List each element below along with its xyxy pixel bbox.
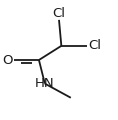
Text: Cl: Cl (53, 7, 65, 20)
Text: O: O (2, 54, 13, 66)
Text: Cl: Cl (88, 39, 101, 52)
Text: HN: HN (35, 77, 55, 90)
